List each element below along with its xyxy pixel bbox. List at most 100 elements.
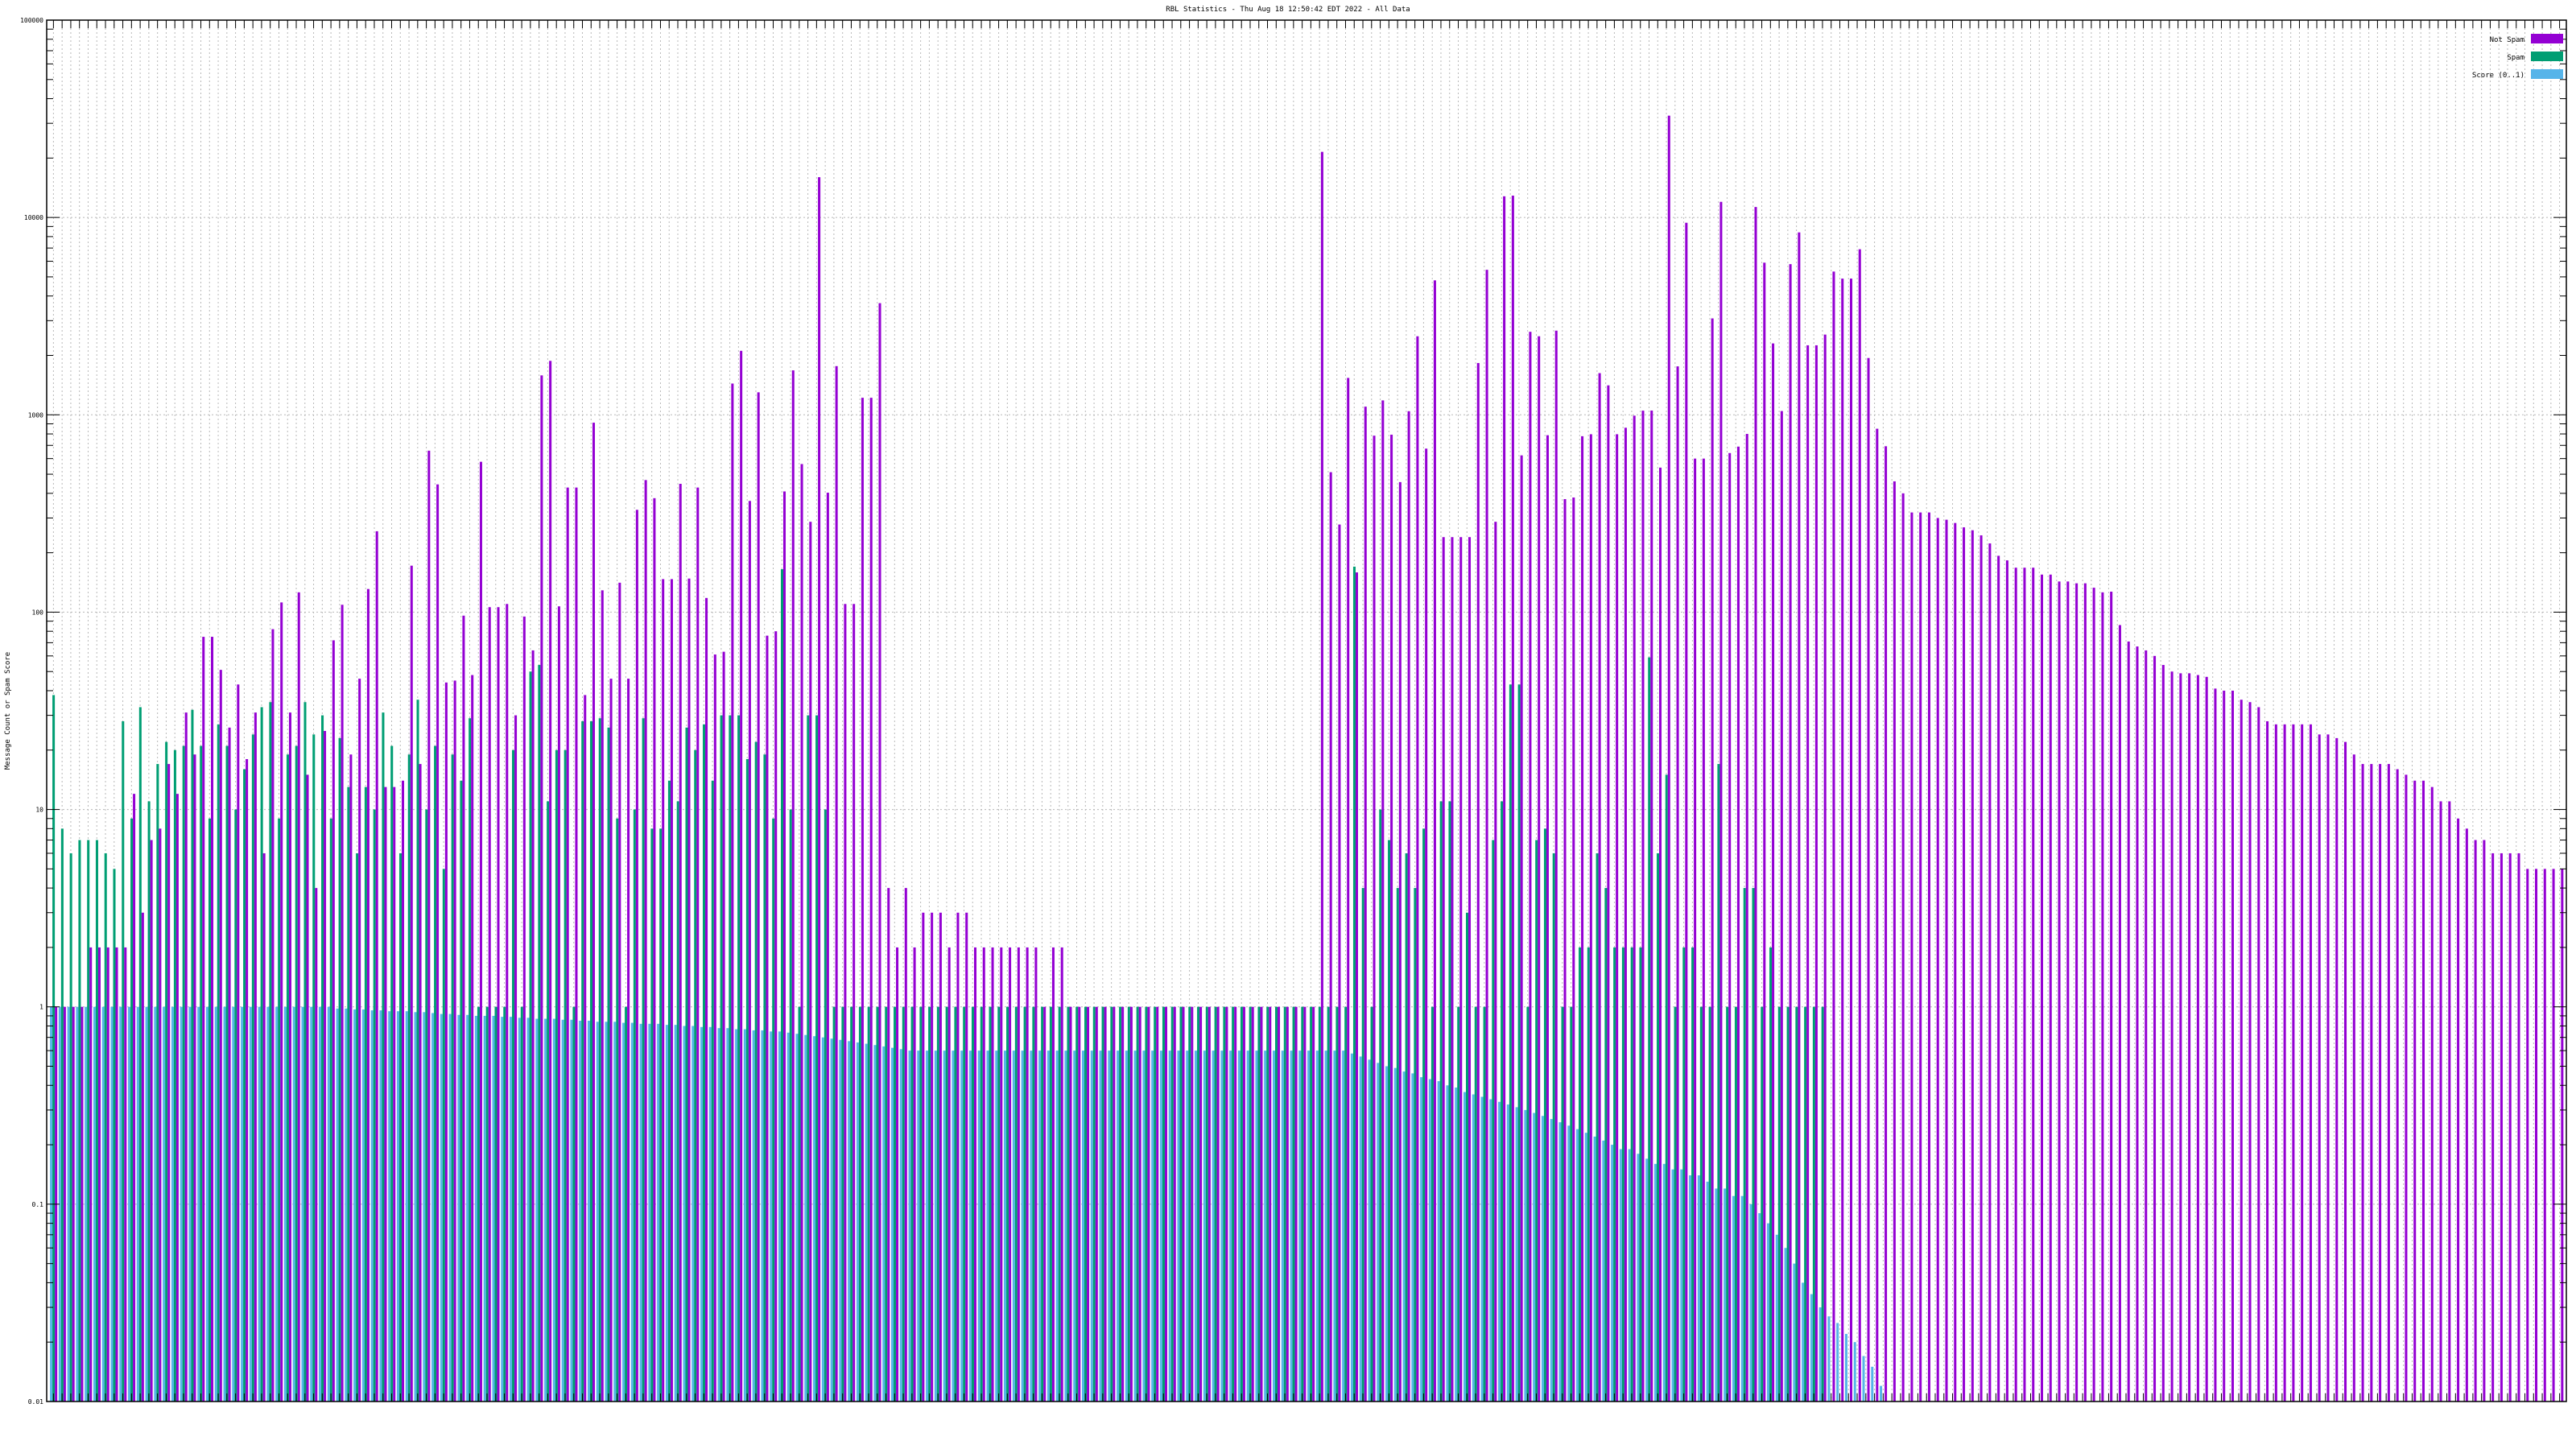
bar-score [1090, 1051, 1093, 1402]
bar-not-spam [254, 712, 257, 1402]
bar-spam [1682, 947, 1686, 1402]
bar-not-spam [1823, 334, 1827, 1402]
bar-spam [1665, 774, 1668, 1402]
bar-not-spam [1503, 196, 1506, 1402]
bar-not-spam [1017, 947, 1020, 1402]
bar-spam [329, 818, 332, 1402]
bar-spam [1257, 1006, 1261, 1402]
bar-score [1593, 1136, 1596, 1402]
bar-not-spam [1468, 537, 1472, 1402]
bar-score [795, 1034, 799, 1402]
bar-spam [278, 818, 281, 1402]
bar-score [1108, 1051, 1111, 1402]
bar-spam [910, 1006, 914, 1402]
bar-not-spam [1910, 512, 1913, 1402]
bar-not-spam [341, 605, 344, 1402]
bar-not-spam [766, 635, 769, 1402]
bar-spam [1570, 1006, 1573, 1402]
bar-spam [312, 734, 316, 1402]
bar-not-spam [1451, 537, 1454, 1402]
bar-spam [485, 1006, 489, 1402]
bar-not-spam [1858, 249, 1861, 1402]
bar-not-spam [124, 947, 127, 1402]
bar-spam [122, 720, 125, 1402]
bar-score [1567, 1125, 1571, 1402]
bar-score [708, 1026, 712, 1402]
bar-score [180, 1006, 183, 1402]
bar-spam [52, 695, 56, 1402]
bar-not-spam [1182, 1006, 1185, 1402]
y-tick-label: 0.01 [28, 1398, 43, 1406]
bar-not-spam [2405, 774, 2408, 1402]
bar-spam [1474, 1006, 1477, 1402]
bar-score [1385, 1066, 1389, 1402]
bar-not-spam [1026, 947, 1029, 1402]
bar-spam [1422, 828, 1426, 1402]
bar-score [457, 1014, 460, 1402]
bar-not-spam [506, 604, 509, 1402]
bar-score [1333, 1051, 1336, 1402]
bar-not-spam [1034, 947, 1038, 1402]
bar-spam [780, 569, 783, 1402]
bar-score [205, 1006, 208, 1402]
bar-score [1350, 1053, 1353, 1402]
bar-not-spam [922, 912, 925, 1402]
bar-score [1411, 1073, 1414, 1402]
bar-score [510, 1017, 513, 1402]
bar-spam [954, 1006, 957, 1402]
bar-spam [1145, 1006, 1148, 1402]
bar-not-spam [246, 758, 249, 1402]
bar-spam [1613, 947, 1616, 1402]
bar-not-spam [1997, 555, 2000, 1402]
bar-not-spam [1979, 535, 1983, 1402]
bar-spam [1275, 1006, 1278, 1402]
bar-spam [1587, 947, 1590, 1402]
bar-spam [685, 727, 688, 1402]
bar-not-spam [748, 501, 751, 1402]
bar-score [830, 1038, 833, 1402]
bar-score [171, 1006, 174, 1402]
bar-not-spam [402, 780, 405, 1402]
bar-spam [1318, 1006, 1321, 1402]
bar-not-spam [1927, 512, 1930, 1402]
bar-not-spam [1329, 472, 1332, 1402]
bar-not-spam [1051, 947, 1055, 1402]
bar-spam [1526, 1006, 1530, 1402]
bar-not-spam [1867, 357, 1870, 1402]
bar-spam [1691, 947, 1695, 1402]
bar-spam [1058, 1006, 1061, 1402]
bar-not-spam [947, 947, 951, 1402]
bar-not-spam [1078, 1006, 1081, 1402]
bar-not-spam [1009, 947, 1012, 1402]
bar-score [1455, 1087, 1458, 1402]
bar-not-spam [1294, 1006, 1298, 1402]
bar-score [848, 1041, 851, 1402]
bar-score [1021, 1051, 1024, 1402]
bar-not-spam [2058, 581, 2061, 1402]
bar-spam [1761, 1006, 1764, 1402]
bar-spam [1804, 1006, 1807, 1402]
bar-spam [1379, 809, 1382, 1402]
bar-spam [407, 754, 411, 1402]
bar-spam [1361, 888, 1364, 1402]
bar-spam [720, 715, 723, 1402]
bar-spam [1023, 1006, 1026, 1402]
bar-not-spam [80, 1006, 84, 1402]
bar-not-spam [1147, 1006, 1150, 1402]
bar-not-spam [1885, 446, 1888, 1402]
bar-not-spam [2075, 583, 2079, 1402]
bar-not-spam [332, 640, 335, 1402]
bar-spam [1344, 1006, 1348, 1402]
bar-spam [1283, 1006, 1286, 1402]
bar-spam [538, 665, 541, 1402]
bar-spam [130, 818, 134, 1402]
bar-spam [1127, 1006, 1130, 1402]
bar-spam [564, 749, 567, 1402]
bar-not-spam [2526, 869, 2529, 1402]
bar-not-spam [1129, 1006, 1133, 1402]
bar-not-spam [2005, 560, 2008, 1402]
bar-spam [1448, 801, 1451, 1402]
bar-spam [469, 718, 472, 1402]
bar-not-spam [670, 579, 673, 1402]
bar-spam [200, 745, 203, 1402]
